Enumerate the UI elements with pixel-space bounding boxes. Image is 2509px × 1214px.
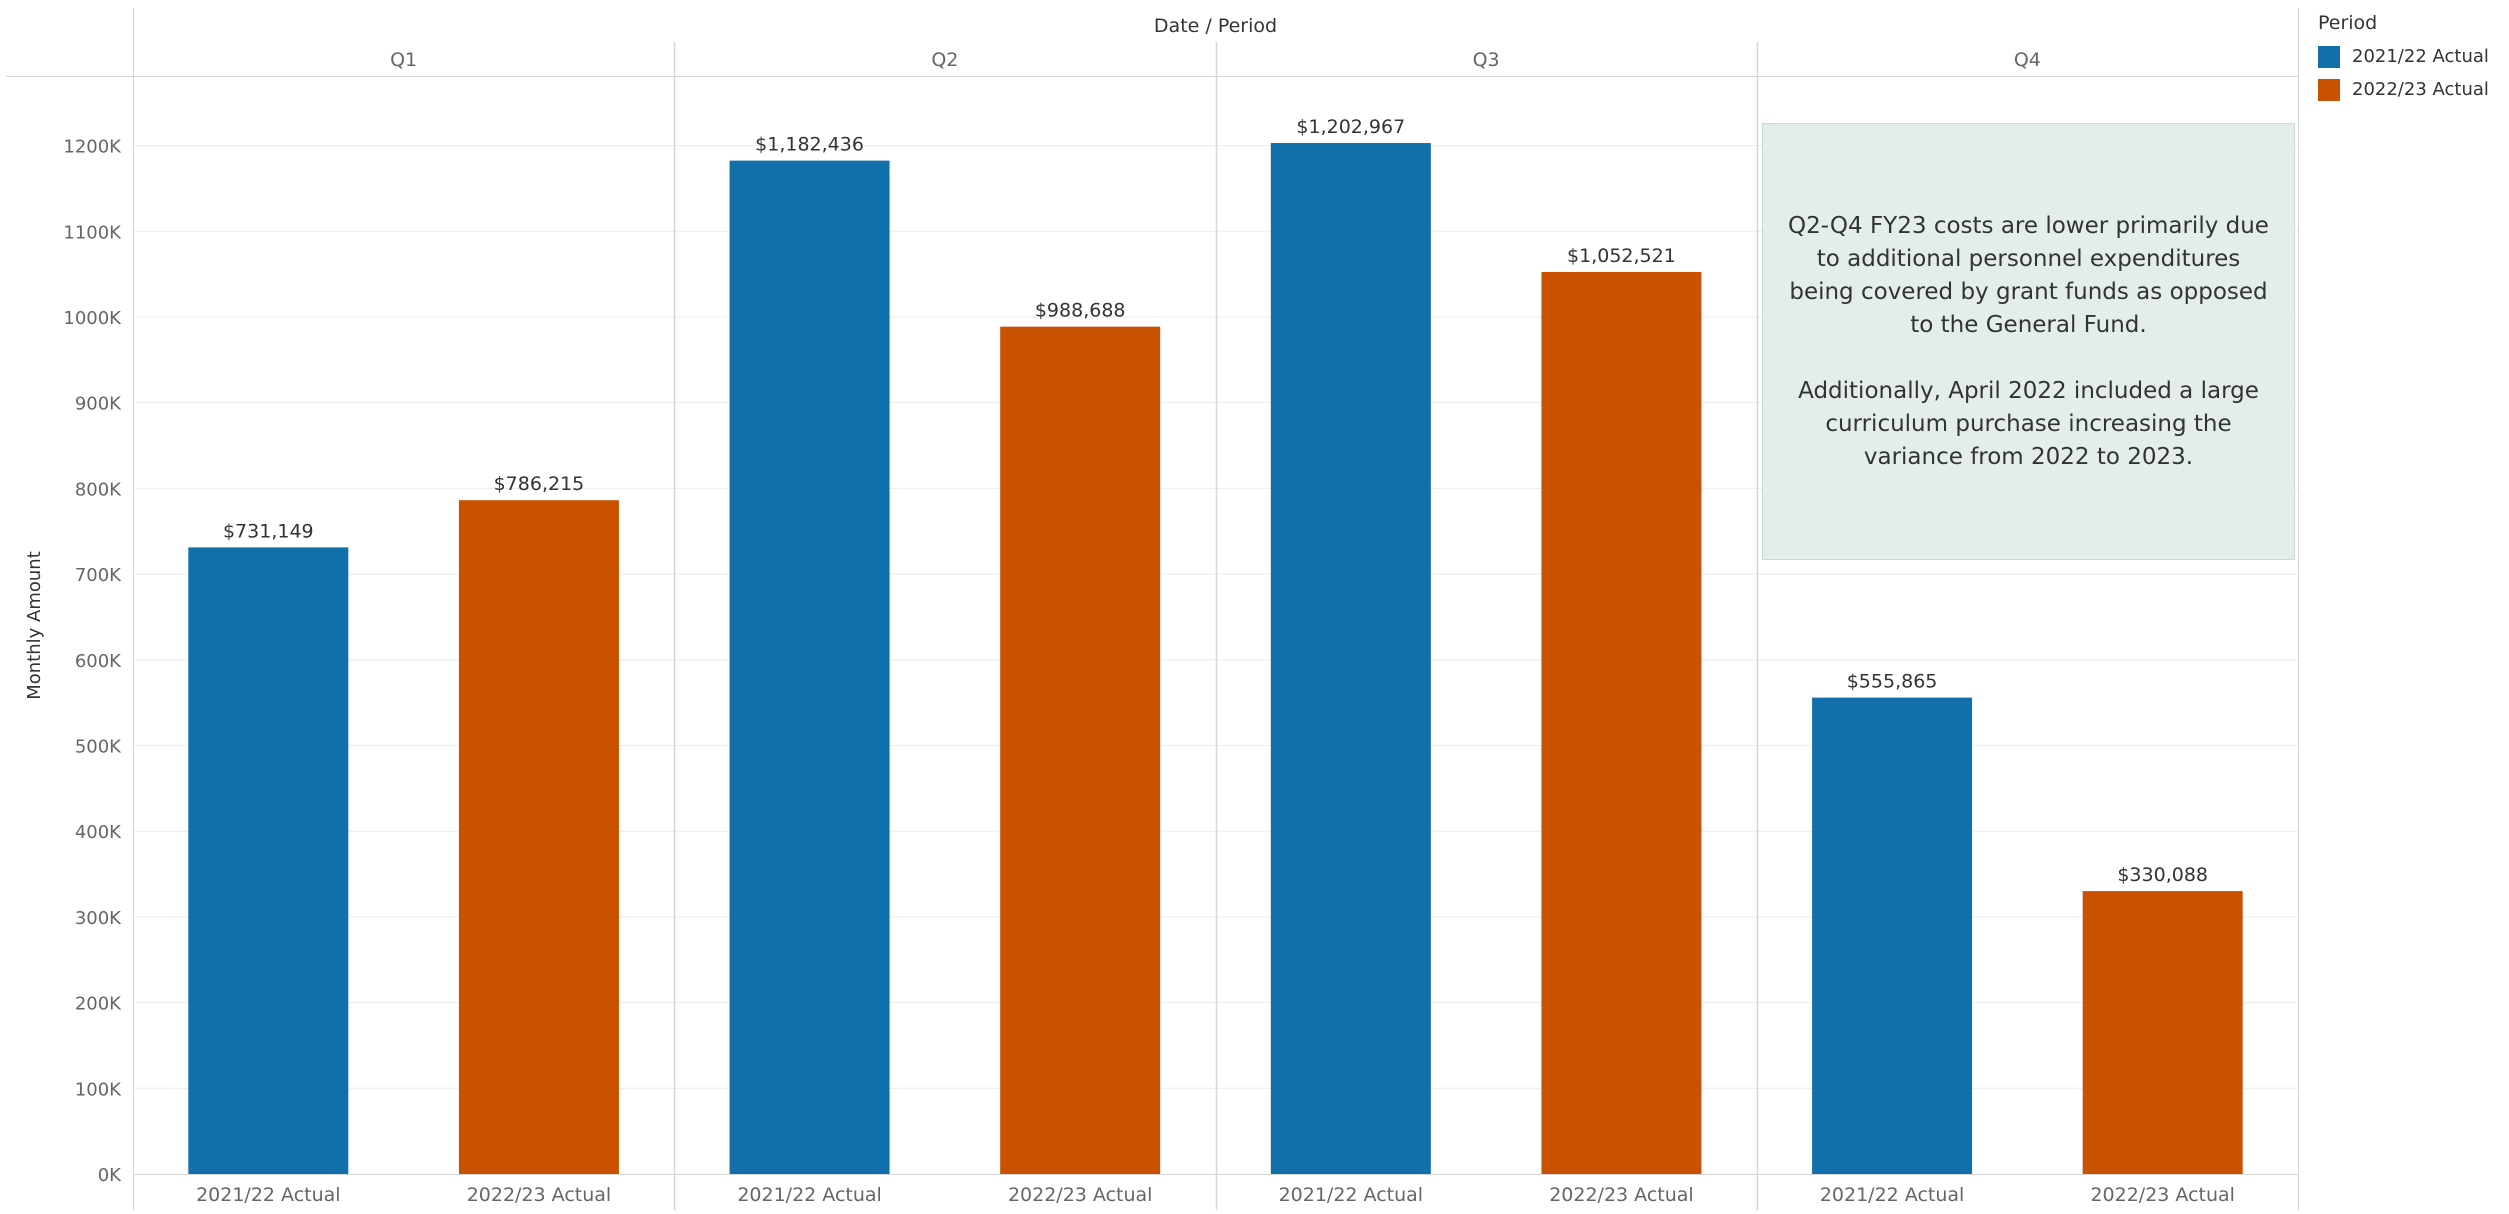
annotation-paragraph-1: Q2-Q4 FY23 costs are lower primarily due… (1788, 212, 2269, 338)
data-label: $731,149 (223, 520, 314, 542)
y-tick-label: 500K (75, 736, 122, 757)
bar-q2-2021-22 (729, 160, 890, 1174)
y-tick-label: 1100K (63, 222, 122, 243)
x-tick-label: 2022/23 Actual (1549, 1184, 1694, 1206)
y-tick-label: 300K (75, 908, 122, 929)
data-label: $1,202,967 (1296, 116, 1405, 138)
x-tick-label: 2021/22 Actual (196, 1184, 341, 1206)
annotation-box: Q2-Q4 FY23 costs are lower primarily due… (1762, 123, 2295, 560)
y-axis-title: Monthly Amount (24, 551, 45, 700)
panel-label-q1: Q1 (390, 49, 417, 71)
x-tick-label: 2021/22 Actual (1279, 1184, 1424, 1206)
bar-q3-2022-23 (1541, 271, 1702, 1174)
bar-q4-2021-22 (1812, 697, 1973, 1174)
y-tick-label: 800K (75, 479, 122, 500)
data-label: $988,688 (1035, 300, 1126, 322)
legend-item-2022-23[interactable]: 2022/23 Actual (2318, 73, 2489, 106)
data-label: $786,215 (494, 473, 585, 495)
bars (188, 143, 2243, 1175)
legend-item-2021-22[interactable]: 2021/22 Actual (2318, 40, 2489, 73)
panel-label-q4: Q4 (2014, 49, 2041, 71)
y-tick-label: 400K (75, 822, 122, 843)
data-label: $1,182,436 (755, 134, 864, 156)
legend-label-2022-23: 2022/23 Actual (2352, 79, 2489, 100)
y-tick-label: 100K (75, 1079, 122, 1100)
y-tick-label: 0K (98, 1165, 122, 1186)
annotation-paragraph-2: Additionally, April 2022 included a larg… (1798, 377, 2259, 470)
x-tick-label: 2022/23 Actual (467, 1184, 612, 1206)
x-tick-label: 2022/23 Actual (2090, 1184, 2235, 1206)
data-label: $555,865 (1847, 671, 1938, 693)
y-tick-label: 200K (75, 994, 122, 1015)
column-header: Date / Period (1154, 15, 1277, 37)
legend-swatch-2021-22 (2318, 45, 2340, 68)
y-tick-label: 900K (75, 394, 122, 415)
legend-label-2021-22: 2021/22 Actual (2352, 46, 2489, 67)
panel-label-q3: Q3 (1473, 49, 1500, 71)
legend-title: Period (2318, 12, 2378, 34)
y-tick-label: 1000K (63, 308, 122, 329)
bar-q4-2022-23 (2082, 891, 2243, 1174)
legend-swatch-2022-23 (2318, 78, 2340, 101)
bar-q2-2022-23 (1000, 326, 1161, 1175)
panel-frame (6, 8, 2299, 1210)
chart-text: 0K 100K 200K 300K 400K 500K 600K 700K 800K 900K 10… (24, 15, 2235, 1206)
x-tick-label: 2021/22 Actual (1820, 1184, 1965, 1206)
bar-q1-2022-23 (458, 500, 619, 1174)
bar-q3-2021-22 (1270, 143, 1431, 1175)
panel-label-q2: Q2 (931, 49, 958, 71)
legend: Period 2021/22 Actual 2022/23 Actual (2318, 12, 2489, 106)
y-tick-label: 700K (75, 565, 122, 586)
x-tick-label: 2021/22 Actual (737, 1184, 882, 1206)
data-label: $1,052,521 (1567, 245, 1676, 267)
bar-q1-2021-22 (188, 547, 349, 1174)
y-tick-label: 1200K (63, 137, 122, 158)
y-tick-label: 600K (75, 651, 122, 672)
x-tick-label: 2022/23 Actual (1008, 1184, 1153, 1206)
data-label: $330,088 (2117, 864, 2208, 886)
